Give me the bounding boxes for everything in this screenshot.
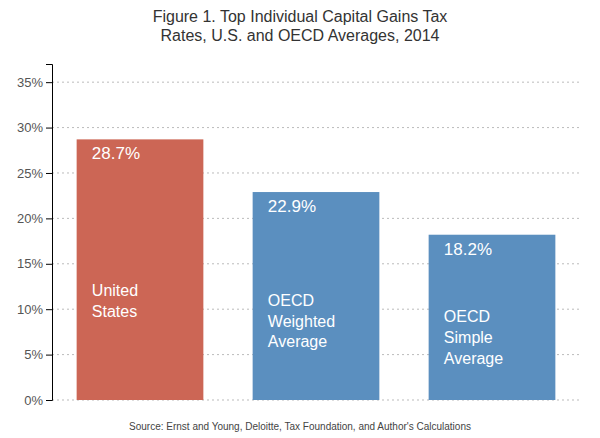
grid [52, 82, 580, 400]
bar [253, 192, 380, 400]
data-label: 22.9% [268, 197, 316, 216]
y-tick-mark [46, 218, 52, 219]
y-tick: 25% [17, 166, 52, 181]
title-line: Rates, U.S. and OECD Averages, 2014 [161, 27, 440, 44]
y-tick-label: 10% [17, 302, 43, 317]
y-tick-mark [46, 173, 52, 174]
data-label: 28.7% [92, 144, 140, 163]
y-axis-line [46, 65, 53, 401]
grid-line [52, 82, 580, 83]
y-tick: 10% [17, 302, 52, 317]
y-tick-mark [46, 264, 52, 265]
y-tick-mark [46, 128, 52, 129]
y-tick-label: 0% [24, 393, 43, 408]
bar [429, 235, 556, 400]
y-tick-label: 30% [17, 120, 43, 135]
source-note: Source: Ernst and Young, Deloitte, Tax F… [129, 421, 471, 432]
text-line: OECD [444, 308, 490, 325]
y-tick-label: 35% [17, 75, 43, 90]
y-tick-label: 20% [17, 211, 43, 226]
y-tick: 20% [17, 211, 52, 226]
y-tick-mark [46, 400, 52, 401]
title-line: Figure 1. Top Individual Capital Gains T… [153, 8, 448, 25]
y-tick: 15% [17, 256, 52, 271]
y-tick-mark [46, 355, 52, 356]
category-label: OECD Simple Average [444, 308, 503, 367]
text-line: OECD [268, 292, 314, 309]
text-line: Average [444, 350, 503, 367]
title: Figure 1. Top Individual Capital Gains T… [153, 8, 448, 44]
y-tick-mark [46, 309, 52, 310]
data-label: 18.2% [444, 240, 492, 259]
text-line: United [92, 282, 138, 299]
grid-line [52, 127, 580, 128]
y-tick-label: 15% [17, 256, 43, 271]
bar-labels: 28.7% 22.9% 18.2% United States OECD Weighted A… [92, 144, 503, 366]
y-tick: 30% [17, 120, 52, 135]
text-line: Average [268, 333, 327, 350]
plot: 0% 5% 10% 15% 20% 25% 30% 35% 28.7% 22.9% 18.2% Uni… [17, 65, 580, 408]
y-tick-label: 25% [17, 166, 43, 181]
text-line: Simple [444, 329, 493, 346]
y-axis: 0% 5% 10% 15% 20% 25% 30% 35% [17, 65, 53, 408]
y-tick: 0% [24, 393, 52, 408]
text-line: States [92, 303, 137, 320]
category-label: United States [92, 282, 138, 320]
category-label: OECD Weighted Average [268, 292, 335, 351]
text-line: Weighted [268, 313, 335, 330]
y-tick: 35% [17, 75, 52, 90]
chart: Figure 1. Top Individual Capital Gains T… [0, 0, 600, 438]
bar [77, 139, 204, 400]
y-tick-label: 5% [24, 347, 43, 362]
bars [77, 139, 556, 400]
y-tick-mark [46, 82, 52, 83]
y-tick: 5% [24, 347, 52, 362]
